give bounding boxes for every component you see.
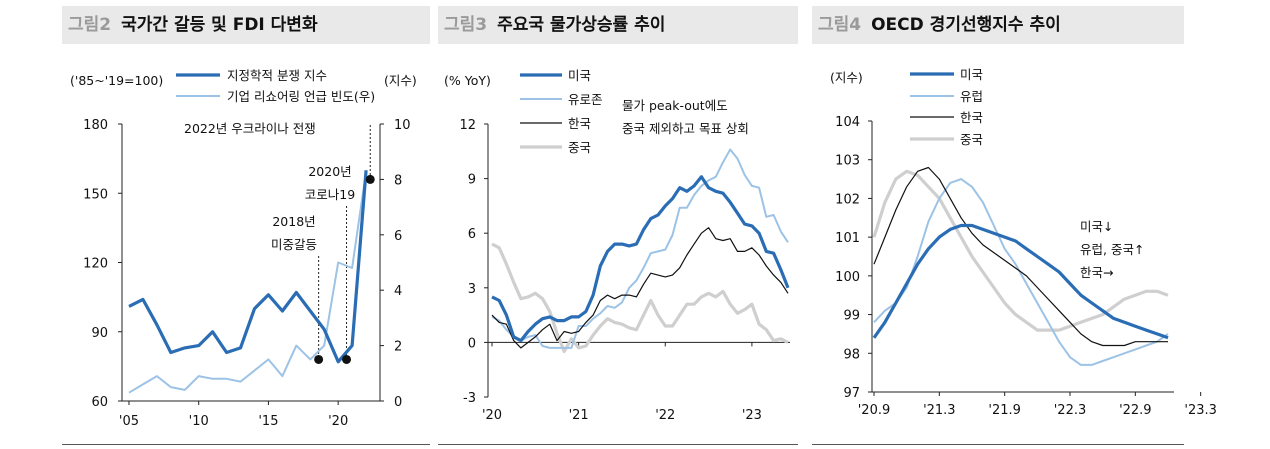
bottom-rule (438, 444, 798, 445)
legend-label-유럽: 유럽 (960, 89, 983, 104)
legend-label-미국: 미국 (568, 68, 591, 83)
figure-title: 국가간 갈등 및 FDI 다변화 (121, 15, 318, 35)
y-tick-label: 3 (468, 282, 476, 297)
x-tick-label: '05 (119, 414, 139, 429)
panel-figure-4: 그림4 OECD 경기선행지수 추이 97 98 99 100 101 102 103 104 '… (812, 0, 1217, 449)
x-tick-label: '21 (569, 408, 589, 423)
legend-label-지정학적-분쟁-지수: 지정학적 분쟁 지수 (227, 68, 327, 83)
legend-label-기업-리쇼어링-언급-빈도-우-: 기업 리쇼어링 언급 빈도(우) (227, 89, 375, 104)
annotation-trade-war-line2: 미중갈등 (271, 237, 317, 252)
series-line-미국 (491, 175, 790, 343)
y-axis-unit: (지수) (830, 70, 863, 85)
panel-header: 그림4 OECD 경기선행지수 추이 (812, 6, 1184, 44)
y-right-tick-label: 8 (394, 173, 402, 188)
series-line-한국 (491, 227, 789, 349)
y-tick-label: -3 (463, 391, 476, 406)
y-tick-label: 103 (835, 154, 860, 169)
x-tick-label: '20 (482, 408, 502, 423)
y-tick-label: 6 (468, 227, 476, 242)
panel-header: 그림2 국가간 갈등 및 FDI 다변화 (62, 6, 430, 44)
right-axis-unit: (지수) (384, 73, 417, 88)
y-right-tick-label: 2 (394, 340, 402, 355)
bottom-rule (62, 444, 430, 445)
annotation-line2: 중국 제외하고 목표 상회 (622, 121, 749, 136)
y-tick-label: 99 (843, 309, 860, 324)
x-tick-label: '23 (742, 408, 762, 423)
annotation-line2: 유럽, 중국↑ (1080, 242, 1144, 257)
series-line-지정학적-분쟁-지수 (128, 170, 368, 364)
legend-label-중국: 중국 (568, 140, 591, 155)
y-left-tick-label: 150 (83, 187, 108, 202)
legend-label-한국: 한국 (960, 110, 983, 125)
y-tick-label: 102 (835, 192, 860, 207)
annotation-line3: 한국→ (1080, 265, 1113, 280)
figure-number: 그림2 (68, 15, 112, 35)
y-right-tick-label: 0 (394, 395, 402, 410)
y-left-tick-label: 90 (91, 326, 108, 341)
x-tick-label: '20 (328, 414, 348, 429)
annotation-line1: 물가 peak-out에도 (622, 98, 728, 113)
x-tick-label: '22.3 (1054, 403, 1087, 418)
y-tick-label: 104 (835, 115, 860, 130)
figure-title: OECD 경기선행지수 추이 (871, 15, 1061, 35)
figure-number: 그림4 (818, 15, 862, 35)
chart-figure-4: 97 98 99 100 101 102 103 104 '20.9 '21.3 '21.9 '22.… (830, 67, 1217, 418)
left-axis-unit: ('85~'19=100) (70, 73, 163, 88)
legend-label-중국: 중국 (960, 132, 983, 147)
panel-header: 그림3 주요국 물가상승률 추이 (438, 6, 798, 44)
x-tick-label: '21.9 (988, 403, 1021, 418)
annotation-covid-line2: 코로나19 (305, 187, 355, 202)
annotation-dot (314, 354, 324, 364)
y-tick-label: 101 (835, 231, 860, 246)
y-tick-label: 12 (459, 118, 476, 133)
annotation-dot (342, 354, 352, 364)
annotation-line1: 미국↓ (1080, 219, 1113, 234)
series-line-유럽 (873, 178, 1169, 366)
y-left-tick-label: 60 (91, 395, 108, 410)
annotation-covid-line1: 2020년 (308, 164, 351, 179)
annotation-trade-war-line1: 2018년 (272, 214, 315, 229)
x-tick-label: '10 (189, 414, 209, 429)
y-left-tick-label: 180 (83, 118, 108, 133)
series-line-한국 (873, 166, 1168, 347)
series-line-중국 (872, 169, 1169, 332)
annotation-dot (365, 174, 375, 184)
y-right-tick-label: 6 (394, 229, 402, 244)
panel-figure-3: 그림3 주요국 물가상승률 추이 -3 0 3 6 9 12 '20 '21 '22 '23 (% Y… (438, 0, 798, 449)
y-right-tick-label: 10 (394, 118, 411, 133)
y-axis-unit: (% YoY) (444, 73, 491, 88)
y-tick-label: 98 (843, 347, 860, 362)
x-tick-label: '22.9 (1119, 403, 1152, 418)
y-right-tick-label: 4 (394, 284, 402, 299)
series-line-기업-리쇼어링-언급-빈도-우- (128, 170, 368, 394)
legend-label-유로존: 유로존 (568, 92, 603, 107)
series-line-미국 (872, 223, 1169, 340)
x-tick-label: '15 (258, 414, 278, 429)
y-tick-label: 9 (468, 173, 476, 188)
series-line-유로존 (491, 148, 789, 349)
x-tick-label: '23.3 (1184, 403, 1217, 418)
x-tick-label: '22 (655, 408, 675, 423)
legend-label-미국: 미국 (960, 67, 983, 82)
chart-figure-2: 60 90 120 150 180 0 2 4 6 8 10 '05 '10 '15 '20 ('85~'19… (70, 68, 417, 429)
x-tick-label: '21.3 (923, 403, 956, 418)
y-left-tick-label: 120 (83, 257, 108, 272)
legend-label-한국: 한국 (568, 116, 591, 131)
y-tick-label: 0 (468, 336, 476, 351)
figure-number: 그림3 (444, 15, 488, 35)
panel-figure-2: 그림2 국가간 갈등 및 FDI 다변화 60 90 120 150 180 0 2 4 6 8 10… (62, 0, 430, 449)
bottom-rule (812, 444, 1184, 445)
y-tick-label: 100 (835, 270, 860, 285)
annotation-ukraine-war: 2022년 우크라이나 전쟁 (184, 121, 316, 136)
series-line-중국 (491, 242, 789, 354)
y-tick-label: 97 (843, 386, 860, 401)
figure-title: 주요국 물가상승률 추이 (497, 15, 666, 35)
x-tick-label: '20.9 (858, 403, 891, 418)
